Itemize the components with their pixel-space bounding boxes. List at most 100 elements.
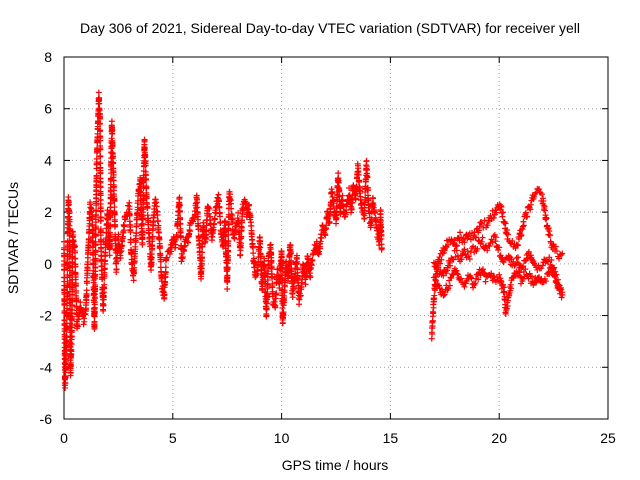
data-point: [263, 312, 270, 319]
data-point: [83, 305, 90, 312]
data-point: [486, 243, 493, 250]
data-point: [69, 291, 76, 298]
data-point: [263, 305, 270, 312]
data-point: [176, 194, 183, 201]
data-point: [356, 177, 363, 184]
data-point: [267, 241, 274, 248]
data-point: [97, 184, 104, 191]
data-point: [227, 200, 234, 207]
x-tick-label: 15: [383, 430, 399, 446]
data-point: [515, 268, 522, 275]
data-point: [548, 256, 555, 263]
data-point: [224, 285, 231, 292]
data-point: [177, 234, 184, 241]
data-point: [357, 188, 364, 195]
data-point: [294, 258, 301, 265]
data-point: [543, 215, 550, 222]
data-point: [109, 153, 116, 160]
data-point: [216, 213, 223, 220]
y-tick-label: 2: [44, 204, 52, 220]
data-point: [551, 273, 558, 280]
data-point: [498, 203, 505, 210]
data-point: [501, 288, 508, 295]
data-point: [121, 223, 128, 230]
data-point: [238, 234, 245, 241]
data-point: [488, 236, 495, 243]
data-point: [110, 171, 117, 178]
data-point: [62, 373, 69, 380]
data-point: [453, 247, 460, 254]
data-point: [142, 152, 149, 159]
data-point: [559, 250, 566, 257]
data-point: [101, 281, 108, 288]
data-point: [542, 278, 549, 285]
data-point: [130, 277, 137, 284]
data-point: [114, 257, 121, 264]
data-point: [134, 204, 141, 211]
data-point: [96, 94, 103, 101]
data-point: [265, 268, 272, 275]
data-point: [72, 255, 79, 262]
data-point: [508, 285, 515, 292]
data-point: [511, 262, 518, 269]
data-point: [68, 348, 75, 355]
data-point: [231, 235, 238, 242]
data-point: [504, 303, 511, 310]
data-point: [154, 211, 161, 218]
data-point: [87, 199, 94, 206]
data-point: [523, 213, 530, 220]
data-point: [313, 244, 320, 251]
data-point: [443, 267, 450, 274]
data-point: [237, 240, 244, 247]
data-point: [475, 276, 482, 283]
data-point: [515, 242, 522, 249]
data-point: [127, 236, 134, 243]
data-point: [235, 209, 242, 216]
data-point: [538, 191, 545, 198]
data-point: [91, 299, 98, 306]
data-point: [482, 278, 489, 285]
data-point: [377, 208, 384, 215]
data-point: [74, 323, 81, 330]
data-point: [194, 199, 201, 206]
data-point: [131, 258, 138, 265]
data-point: [430, 309, 437, 316]
data-point: [63, 358, 70, 365]
data-point: [454, 270, 461, 277]
data-point: [302, 281, 309, 288]
data-point: [329, 188, 336, 195]
data-point: [281, 289, 288, 296]
data-point: [333, 203, 340, 210]
data-point: [556, 255, 563, 262]
data-point: [330, 200, 337, 207]
data-point: [77, 299, 84, 306]
data-point: [155, 222, 162, 229]
data-point: [141, 137, 148, 144]
y-tick-label: -2: [40, 308, 53, 324]
data-point: [210, 226, 217, 233]
data-point: [435, 264, 442, 271]
data-point: [228, 205, 235, 212]
data-point: [84, 280, 91, 287]
data-point: [93, 172, 100, 179]
data-point: [527, 206, 534, 213]
data-point: [282, 277, 289, 284]
data-point: [465, 253, 472, 260]
x-tick-label: 5: [169, 430, 177, 446]
data-point: [140, 209, 147, 216]
data-point: [290, 283, 297, 290]
data-point: [162, 264, 169, 271]
data-point: [478, 238, 485, 245]
data-point: [462, 251, 469, 258]
data-point: [139, 234, 146, 241]
data-point: [72, 249, 79, 256]
data-point: [67, 359, 74, 366]
x-tick-label: 25: [600, 430, 616, 446]
data-point: [268, 257, 275, 264]
data-point: [97, 137, 104, 144]
data-point: [257, 253, 264, 260]
data-point: [100, 307, 107, 314]
data-point: [464, 248, 471, 255]
data-point: [453, 242, 460, 249]
